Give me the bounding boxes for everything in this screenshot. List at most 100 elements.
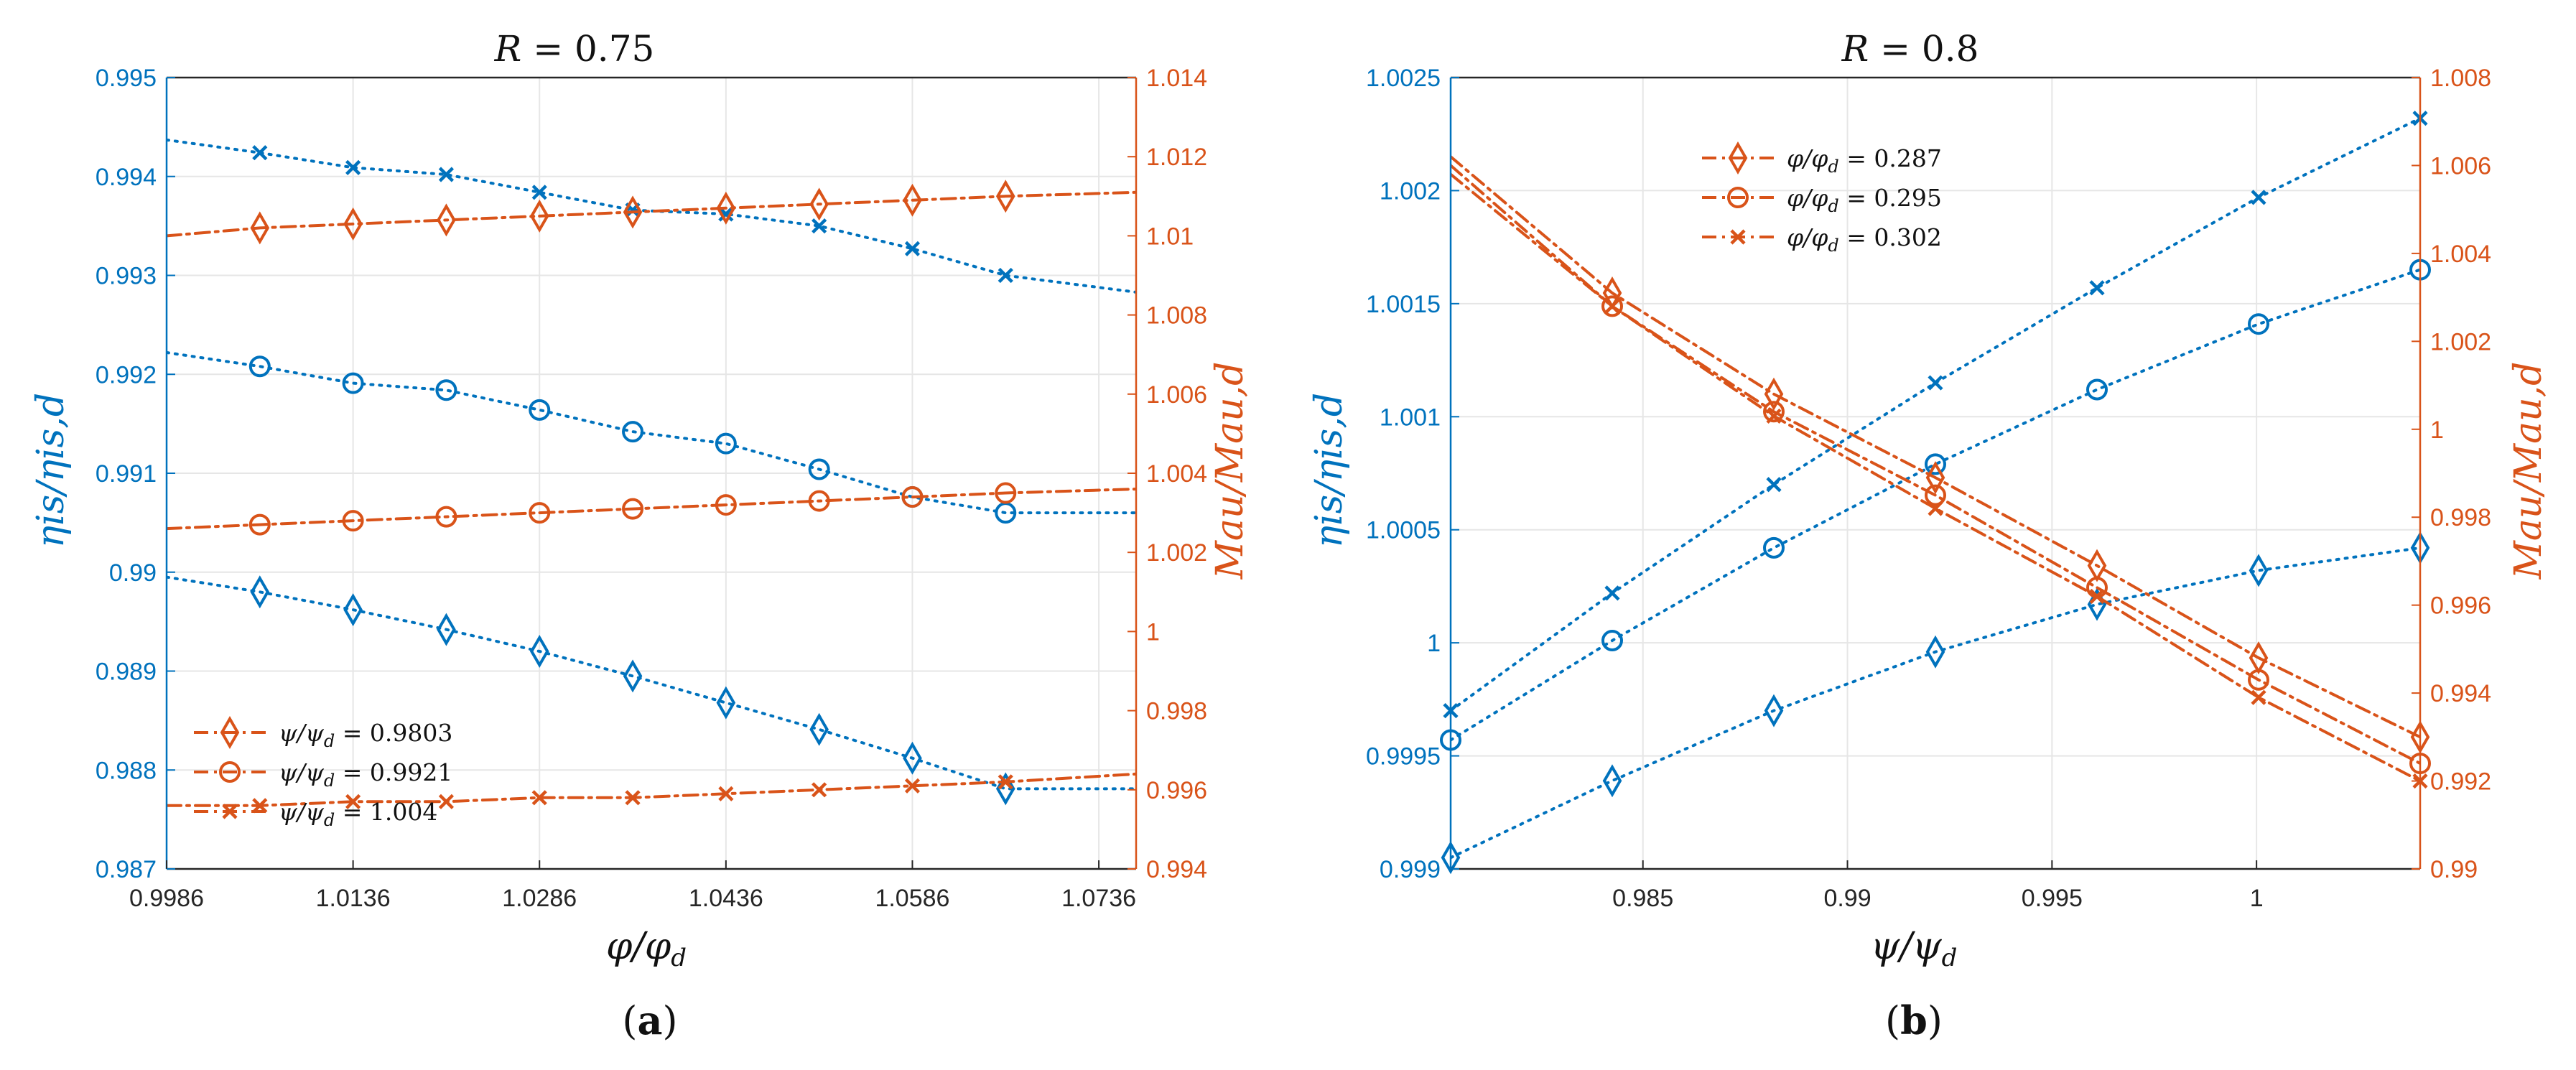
x-tick-label: 1 bbox=[2250, 885, 2264, 912]
data-point-x bbox=[625, 790, 641, 806]
y-right-tick-label: 1.002 bbox=[2430, 328, 2491, 355]
data-point-x bbox=[252, 145, 268, 161]
data-point-circle bbox=[995, 482, 1017, 504]
y-right-tick-label: 1.01 bbox=[1146, 223, 1194, 250]
data-point-diamond bbox=[343, 207, 363, 241]
data-point-circle bbox=[1763, 536, 1785, 559]
legend-marker-circle bbox=[219, 761, 241, 783]
grid bbox=[166, 77, 1136, 870]
y-left-tick-label: 0.992 bbox=[96, 361, 157, 389]
data-point-diamond bbox=[1602, 764, 1622, 798]
series-line bbox=[1451, 268, 2420, 742]
legend-marker-x bbox=[1730, 229, 1746, 245]
y-right-tick-label: 1 bbox=[2430, 417, 2444, 444]
y-left-tick-label: 0.994 bbox=[96, 164, 157, 191]
data-point-x bbox=[252, 798, 268, 814]
data-point-x bbox=[812, 218, 827, 234]
data-point-diamond bbox=[1764, 694, 1784, 727]
x-tick-label: 0.99 bbox=[1823, 885, 1871, 912]
data-point-x bbox=[904, 241, 921, 256]
legend: ψ/ψd = 0.9803 ψ/ψd = 0.9921 ψ/ψd = 1.004 bbox=[194, 716, 452, 830]
x-axis-label: φ/φd bbox=[606, 925, 687, 972]
series-line bbox=[1451, 546, 2420, 860]
data-point-circle bbox=[435, 379, 457, 401]
y-right-tick-label: 0.994 bbox=[2430, 680, 2491, 707]
legend: φ/φd = 0.287 φ/φd = 0.295 φ/φd = 0.302 bbox=[1702, 141, 1942, 256]
data-point-diamond bbox=[1925, 635, 1945, 669]
series-markers bbox=[250, 575, 1015, 806]
data-point-x bbox=[1604, 298, 1620, 314]
y-left-tick-label: 1.0025 bbox=[1366, 65, 1441, 92]
data-point-x bbox=[718, 786, 734, 801]
y-right-tick-label: 0.996 bbox=[2430, 592, 2491, 620]
y-right-tick-label: 1.014 bbox=[1146, 65, 1207, 92]
data-point-x bbox=[438, 167, 455, 182]
chart-title: R = 0.8 bbox=[1841, 28, 1979, 70]
data-point-x bbox=[998, 267, 1013, 284]
data-point-circle bbox=[435, 506, 457, 528]
y-left-tick-label: 0.995 bbox=[96, 65, 157, 92]
data-point-x bbox=[1928, 501, 1943, 516]
data-point-x bbox=[998, 774, 1013, 790]
data-point-x bbox=[812, 782, 827, 798]
data-point-x bbox=[2089, 588, 2105, 605]
x-tick-label: 1.0436 bbox=[689, 885, 763, 912]
data-point-diamond bbox=[809, 712, 829, 746]
data-point-diamond bbox=[623, 195, 643, 229]
data-point-diamond bbox=[437, 203, 456, 237]
y-left-tick-label: 0.987 bbox=[96, 856, 157, 883]
y-left-tick-label: 1 bbox=[1427, 630, 1441, 657]
y-right-tick-label: 1.006 bbox=[2430, 152, 2491, 180]
data-point-circle bbox=[1763, 401, 1785, 423]
data-point-x bbox=[345, 794, 361, 809]
data-point-diamond bbox=[343, 593, 363, 627]
series-markers bbox=[252, 145, 1013, 284]
y-right-tick-label: 0.998 bbox=[1146, 698, 1207, 725]
data-point-diamond bbox=[903, 183, 922, 217]
y-left-tick-label: 0.989 bbox=[96, 659, 157, 686]
data-point-circle bbox=[808, 490, 830, 512]
data-point-diamond bbox=[995, 180, 1015, 213]
y-left-tick-label: 1.0015 bbox=[1366, 291, 1441, 318]
data-point-diamond bbox=[903, 741, 922, 775]
legend-marker-diamond bbox=[220, 716, 240, 749]
data-point-x bbox=[2251, 689, 2266, 705]
series-0 bbox=[167, 138, 1136, 294]
x-tick-label: 1.0136 bbox=[316, 885, 391, 912]
x-tick-label: 1.0586 bbox=[875, 885, 949, 912]
data-point-diamond bbox=[716, 686, 736, 720]
legend-label: ψ/ψd = 1.004 bbox=[279, 798, 437, 830]
data-point-diamond bbox=[1441, 841, 1461, 875]
data-point-x bbox=[345, 159, 361, 175]
data-point-circle bbox=[715, 432, 737, 455]
data-point-circle bbox=[1601, 629, 1623, 651]
y-right-tick-label: 1.006 bbox=[1146, 381, 1207, 409]
y-right-tick-label: 1.008 bbox=[2430, 65, 2491, 92]
data-point-circle bbox=[1925, 453, 1946, 475]
data-point-x bbox=[531, 790, 547, 806]
panel-caption: (b) bbox=[1885, 997, 1943, 1043]
y-left-tick-label: 0.9995 bbox=[1366, 743, 1441, 771]
legend-label: φ/φd = 0.302 bbox=[1787, 223, 1942, 256]
y-right-tick-label: 1.004 bbox=[1146, 460, 1207, 488]
data-point-diamond bbox=[529, 199, 549, 233]
data-point-x bbox=[1766, 477, 1782, 493]
legend-label: φ/φd = 0.287 bbox=[1787, 144, 1942, 177]
y-right-tick-label: 1.002 bbox=[1146, 539, 1207, 567]
x-tick-label: 0.9986 bbox=[129, 885, 204, 912]
series-line bbox=[1451, 155, 2420, 739]
data-point-x bbox=[718, 206, 734, 222]
series-line bbox=[167, 350, 1136, 515]
data-point-circle bbox=[529, 502, 551, 524]
y-right-axis-label: Mau/Mau,d bbox=[1209, 362, 1252, 580]
legend-marker-circle bbox=[1727, 187, 1749, 208]
y-right-tick-label: 1.004 bbox=[2430, 241, 2491, 268]
data-point-circle bbox=[248, 513, 271, 536]
y-right-tick-label: 0.99 bbox=[2430, 856, 2478, 883]
series-2 bbox=[167, 575, 1136, 791]
data-point-circle bbox=[1601, 295, 1623, 317]
y-left-axis-label: ηis/ηis,d bbox=[29, 393, 73, 548]
data-point-x bbox=[2089, 280, 2105, 296]
y-left-tick-label: 0.993 bbox=[96, 263, 157, 290]
